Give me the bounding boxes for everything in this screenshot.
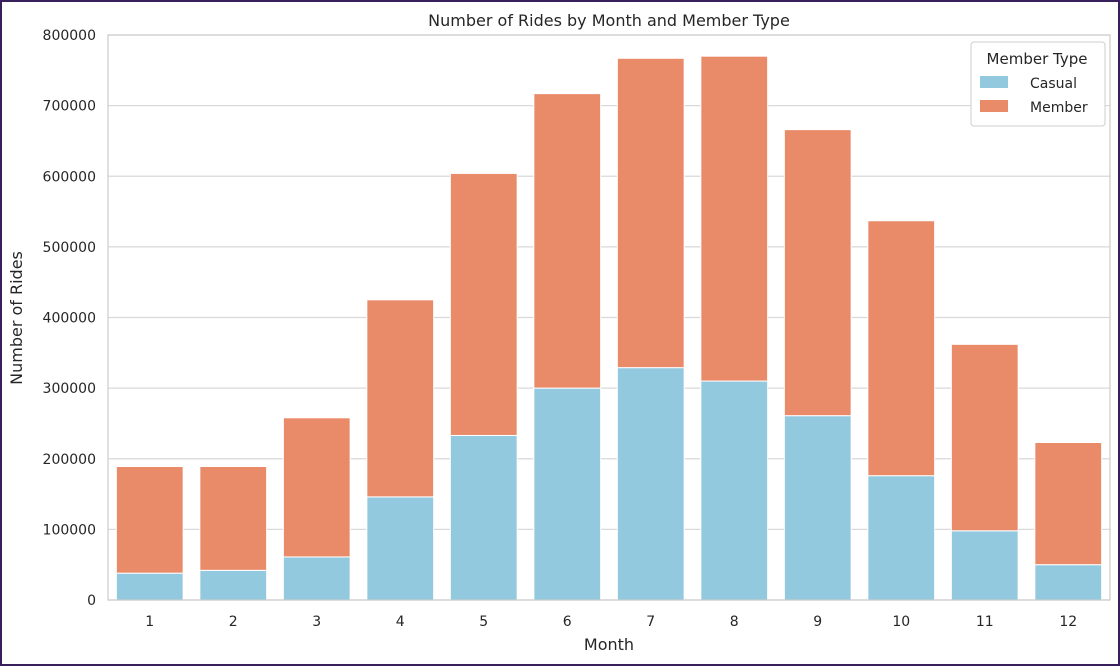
bar-member-9 — [783, 129, 852, 417]
y-tick-label: 0 — [87, 593, 96, 609]
x-tick-label: 12 — [1059, 614, 1077, 630]
y-tick-label: 200000 — [43, 452, 96, 468]
legend-title: Member Type — [987, 50, 1088, 68]
bar-member-4 — [366, 299, 435, 498]
bar-casual-2 — [199, 569, 268, 601]
x-tick-label: 8 — [730, 614, 739, 630]
x-axis-ticks: 1 2 3 4 5 6 7 8 9 10 11 12 — [145, 614, 1077, 630]
x-tick-label: 11 — [976, 614, 994, 630]
x-tick-label: 2 — [229, 614, 238, 630]
x-tick-label: 3 — [312, 614, 321, 630]
bar-member-6 — [533, 93, 602, 389]
y-tick-label: 500000 — [43, 240, 96, 256]
x-tick-label: 7 — [646, 614, 655, 630]
y-tick-label: 100000 — [43, 522, 96, 538]
y-tick-label: 400000 — [43, 311, 96, 327]
y-tick-label: 600000 — [43, 169, 96, 185]
y-tick-label: 800000 — [43, 28, 96, 44]
bar-member-7 — [616, 57, 685, 369]
bar-member-10 — [867, 220, 936, 477]
bar-casual-7 — [616, 367, 685, 601]
x-tick-label: 9 — [813, 614, 822, 630]
bar-casual-11 — [950, 530, 1019, 601]
bars — [115, 55, 1103, 601]
y-axis-ticks: 0 100000 200000 300000 400000 500000 600000 700… — [43, 28, 96, 609]
bar-member-3 — [282, 417, 351, 558]
y-tick-label: 700000 — [43, 99, 96, 115]
bar-casual-5 — [449, 434, 518, 601]
bar-casual-8 — [700, 380, 769, 601]
chart-title: Number of Rides by Month and Member Type — [428, 11, 790, 30]
bar-casual-9 — [783, 415, 852, 601]
x-tick-label: 4 — [396, 614, 405, 630]
y-axis-label: Number of Rides — [7, 251, 26, 385]
bar-casual-12 — [1034, 564, 1103, 601]
x-tick-label: 5 — [479, 614, 488, 630]
x-tick-label: 10 — [892, 614, 910, 630]
bar-casual-3 — [282, 556, 351, 601]
x-axis-label: Month — [584, 635, 634, 654]
bar-casual-1 — [115, 572, 184, 601]
bar-casual-4 — [366, 496, 435, 601]
x-tick-label: 1 — [145, 614, 154, 630]
legend-label-member: Member — [1030, 100, 1088, 116]
legend-swatch-member — [980, 100, 1008, 112]
bar-member-8 — [700, 55, 769, 382]
y-tick-label: 300000 — [43, 381, 96, 397]
bar-member-2 — [199, 466, 268, 571]
bar-member-12 — [1034, 442, 1103, 566]
bar-member-11 — [950, 343, 1019, 532]
bar-casual-6 — [533, 387, 602, 601]
bar-member-5 — [449, 172, 518, 436]
legend-label-casual: Casual — [1030, 76, 1077, 92]
legend-swatch-casual — [980, 76, 1008, 88]
plot-area-border — [107, 34, 1111, 601]
bar-member-1 — [115, 466, 184, 574]
x-tick-label: 6 — [563, 614, 572, 630]
bar-casual-10 — [867, 475, 936, 601]
legend: Member Type Casual Member — [970, 41, 1106, 127]
